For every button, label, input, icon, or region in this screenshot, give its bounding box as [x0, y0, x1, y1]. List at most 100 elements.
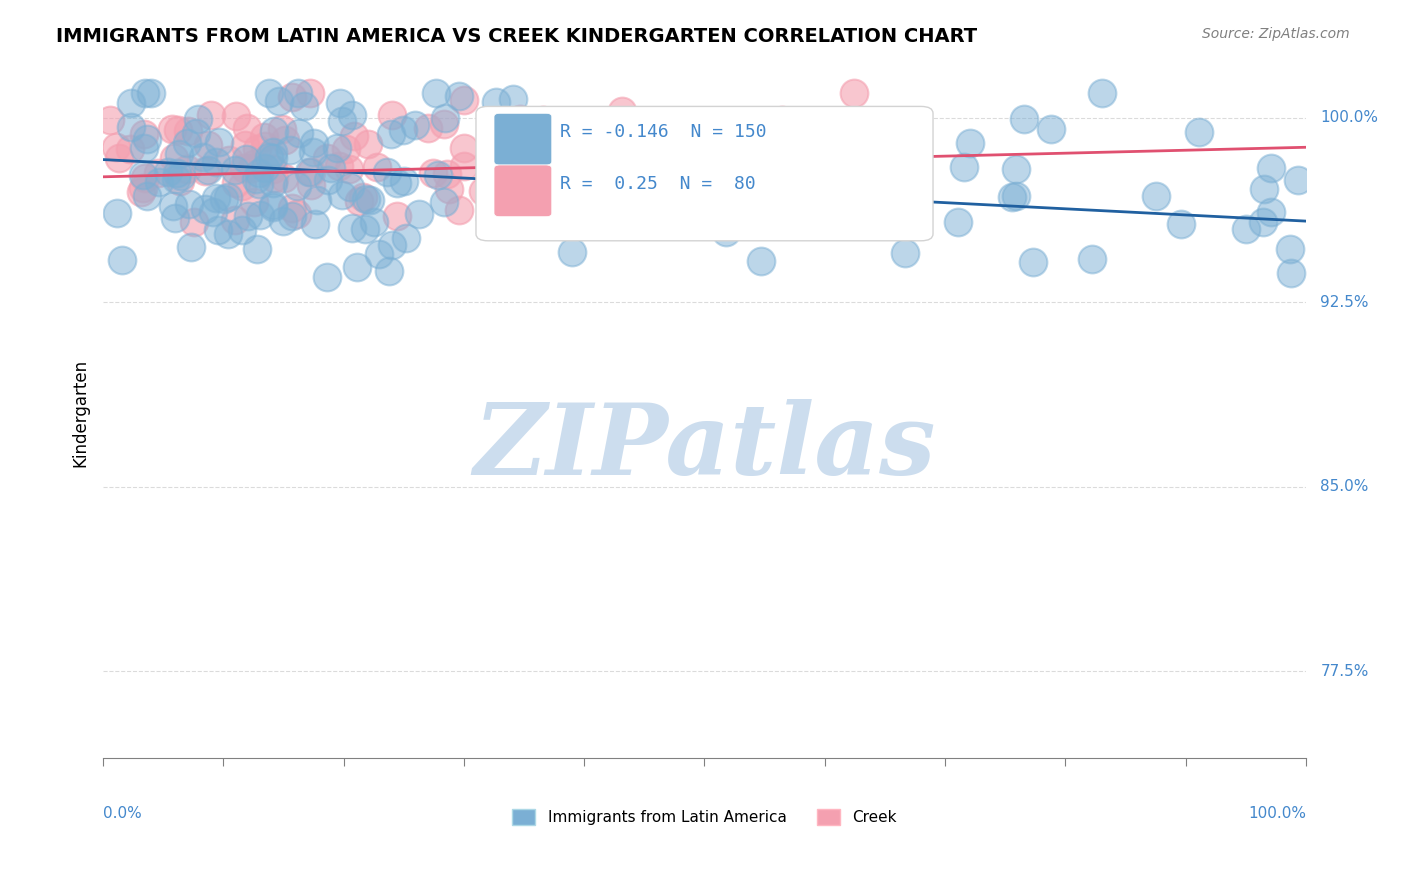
Point: [193, 202, 215, 216]
Point: [274, 133, 297, 147]
Point: [567, 120, 589, 134]
Point: [610, 103, 633, 118]
Point: [581, 202, 603, 216]
Point: [571, 123, 593, 137]
Point: [176, 162, 198, 177]
Point: [357, 137, 380, 152]
Point: [436, 167, 458, 181]
Point: [714, 225, 737, 239]
Point: [551, 120, 574, 135]
Point: [262, 197, 284, 211]
Point: [208, 135, 231, 149]
Text: 100.0%: 100.0%: [1320, 111, 1378, 125]
Point: [790, 178, 813, 192]
Point: [271, 214, 294, 228]
Point: [433, 117, 456, 131]
Point: [298, 164, 321, 178]
Point: [292, 98, 315, 112]
Point: [187, 112, 209, 127]
Point: [472, 184, 495, 198]
Point: [1260, 161, 1282, 175]
Point: [120, 96, 142, 111]
Point: [186, 126, 208, 140]
Point: [534, 126, 557, 140]
Point: [200, 108, 222, 122]
Point: [354, 192, 377, 206]
FancyBboxPatch shape: [494, 113, 551, 165]
Point: [132, 168, 155, 182]
Point: [354, 222, 377, 236]
Point: [392, 174, 415, 188]
Point: [785, 177, 807, 191]
Point: [551, 169, 574, 183]
Point: [225, 176, 247, 190]
Point: [380, 127, 402, 141]
Point: [340, 108, 363, 122]
Point: [948, 215, 970, 229]
Point: [340, 221, 363, 235]
Point: [233, 137, 256, 152]
Point: [263, 170, 285, 185]
Point: [280, 201, 302, 215]
Point: [770, 113, 793, 128]
Point: [651, 151, 673, 165]
Point: [1234, 222, 1257, 236]
Point: [299, 178, 322, 192]
Point: [273, 171, 295, 186]
Text: ZIPatlas: ZIPatlas: [474, 400, 935, 496]
Point: [262, 162, 284, 177]
Point: [201, 205, 224, 219]
Point: [387, 177, 409, 191]
Point: [1144, 188, 1167, 202]
Point: [163, 151, 186, 165]
Point: [111, 252, 134, 267]
Point: [217, 227, 239, 241]
Point: [315, 270, 337, 285]
Point: [253, 161, 276, 175]
Point: [702, 122, 724, 136]
Point: [194, 164, 217, 178]
Point: [648, 116, 671, 130]
Point: [197, 163, 219, 178]
Point: [953, 160, 976, 174]
Point: [561, 245, 583, 260]
Point: [305, 194, 328, 208]
Point: [240, 161, 263, 176]
Point: [207, 223, 229, 237]
Point: [318, 173, 340, 187]
Point: [453, 93, 475, 107]
Legend: Immigrants from Latin America, Creek: Immigrants from Latin America, Creek: [505, 801, 904, 832]
Point: [1278, 243, 1301, 257]
Point: [176, 136, 198, 150]
Point: [170, 169, 193, 183]
Point: [381, 237, 404, 252]
Point: [1022, 254, 1045, 268]
Point: [531, 113, 554, 128]
Point: [212, 192, 235, 206]
Point: [546, 141, 568, 155]
Point: [176, 123, 198, 137]
Point: [437, 182, 460, 196]
Text: 92.5%: 92.5%: [1320, 295, 1369, 310]
Point: [120, 120, 142, 135]
Point: [249, 209, 271, 223]
Point: [1260, 204, 1282, 219]
Point: [134, 170, 156, 185]
Point: [169, 174, 191, 188]
Point: [285, 179, 308, 194]
Point: [218, 153, 240, 167]
Point: [637, 215, 659, 229]
Point: [191, 150, 214, 164]
Point: [132, 127, 155, 141]
Point: [582, 136, 605, 151]
Point: [422, 166, 444, 180]
Point: [837, 134, 859, 148]
Point: [257, 86, 280, 100]
Point: [347, 194, 370, 208]
Point: [298, 86, 321, 100]
Point: [425, 86, 447, 100]
Point: [375, 164, 398, 178]
Point: [749, 254, 772, 268]
FancyBboxPatch shape: [494, 165, 551, 217]
Point: [254, 138, 277, 153]
